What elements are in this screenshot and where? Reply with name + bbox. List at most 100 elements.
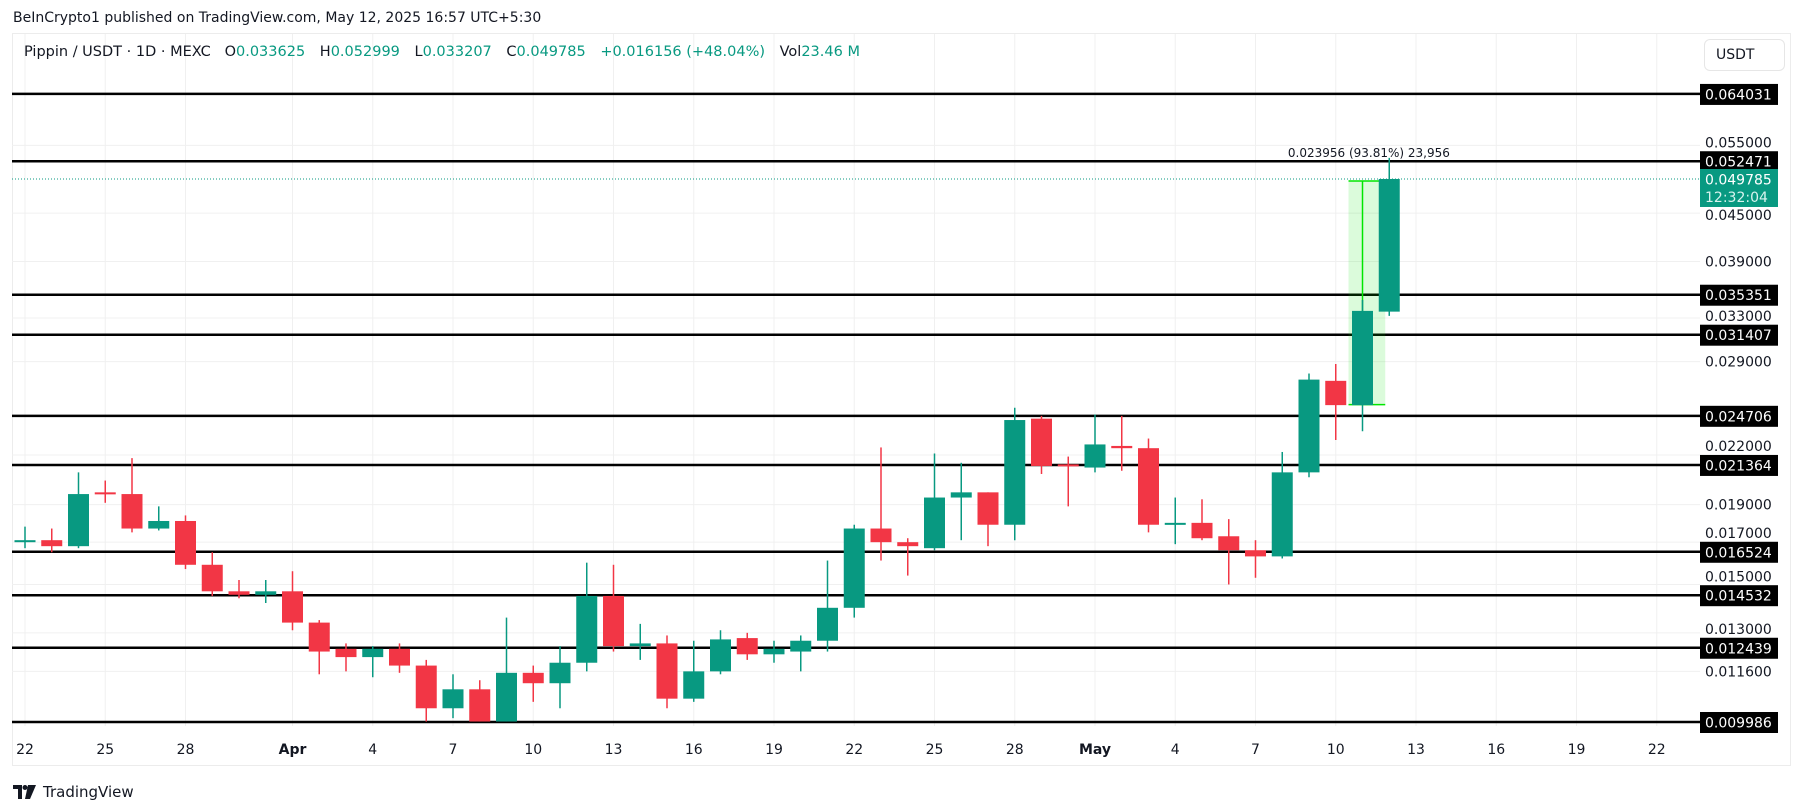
candle[interactable] <box>656 635 678 709</box>
candle[interactable] <box>442 674 464 719</box>
candle-body <box>148 520 170 529</box>
candle[interactable] <box>94 480 116 503</box>
candle[interactable] <box>924 453 945 551</box>
candle[interactable] <box>549 646 571 709</box>
candle[interactable] <box>710 630 731 675</box>
candle[interactable] <box>1378 157 1400 316</box>
candle-body <box>924 497 945 549</box>
candle[interactable] <box>1271 451 1293 559</box>
candle-body <box>308 622 330 652</box>
tradingview-logo[interactable]: TradingView <box>13 783 134 801</box>
candle-body <box>1352 310 1373 406</box>
candle[interactable] <box>228 580 250 599</box>
candle-body <box>1325 380 1347 406</box>
candle[interactable] <box>255 580 277 604</box>
candle-body <box>522 672 544 684</box>
candle[interactable] <box>1084 414 1106 473</box>
candle[interactable] <box>415 659 437 722</box>
price-tick-label: 0.019000 <box>1705 498 1772 514</box>
candle[interactable] <box>121 458 143 533</box>
candle[interactable] <box>1298 373 1320 478</box>
publish-info: BeInCrypto1 published on TradingView.com… <box>13 10 542 26</box>
candle[interactable] <box>843 524 865 618</box>
level-price-label: 0.021364 <box>1705 458 1772 474</box>
candle[interactable] <box>1352 300 1373 432</box>
level-price-label: 0.031407 <box>1705 328 1772 344</box>
date-tick-label: 28 <box>1006 742 1024 758</box>
candle[interactable] <box>736 632 758 660</box>
candle-body <box>415 665 437 709</box>
candle[interactable] <box>870 447 892 561</box>
price-tick-label: 0.011600 <box>1705 664 1772 680</box>
tradingview-logo-icon <box>13 785 36 799</box>
date-tick-label: 10 <box>524 742 542 758</box>
candle[interactable] <box>817 560 838 652</box>
candle[interactable] <box>362 646 384 678</box>
candle[interactable] <box>1057 456 1079 507</box>
level-price-tag <box>1700 637 1778 659</box>
candle[interactable] <box>1138 438 1159 533</box>
candle-body <box>41 540 63 547</box>
candle[interactable] <box>790 635 812 672</box>
symbol-name[interactable]: Pippin / USDT · 1D · MEXC <box>24 44 211 60</box>
level-price-tag <box>1700 83 1778 105</box>
candle[interactable] <box>201 552 223 596</box>
date-tick-label: 22 <box>845 742 863 758</box>
date-tick-label: 19 <box>765 742 783 758</box>
candle[interactable] <box>1218 519 1240 585</box>
date-tick-label: 13 <box>605 742 623 758</box>
currency-button[interactable]: USDT <box>1704 39 1785 71</box>
candle[interactable] <box>175 515 196 570</box>
candle[interactable] <box>522 665 544 702</box>
candle[interactable] <box>68 472 89 549</box>
candle-body <box>736 638 758 655</box>
candle[interactable] <box>683 640 705 702</box>
candle[interactable] <box>41 528 63 553</box>
level-price-tag <box>1700 284 1778 306</box>
candle[interactable] <box>1111 415 1133 471</box>
candle[interactable] <box>763 640 785 663</box>
candle[interactable] <box>1164 497 1186 545</box>
candles <box>14 157 1400 722</box>
candle[interactable] <box>1004 407 1026 541</box>
date-tick-label: 4 <box>368 742 377 758</box>
candle[interactable] <box>1325 363 1347 441</box>
candle[interactable] <box>496 617 517 722</box>
candle[interactable] <box>603 564 624 652</box>
chart-frame <box>12 33 1791 766</box>
open-label: O <box>224 44 236 60</box>
candle[interactable] <box>1031 415 1052 474</box>
candle[interactable] <box>14 526 36 549</box>
candle-body <box>1218 536 1240 551</box>
candle[interactable] <box>977 492 999 547</box>
date-tick-label: 19 <box>1568 742 1586 758</box>
candle-body <box>389 648 410 666</box>
candle[interactable] <box>389 643 410 673</box>
price-tick-label: 0.055000 <box>1705 135 1772 151</box>
candle-body <box>255 591 277 595</box>
open-value: 0.033625 <box>236 44 306 60</box>
candle[interactable] <box>576 562 598 672</box>
candle[interactable] <box>1191 499 1213 541</box>
price-tick-label: 0.029000 <box>1705 355 1772 371</box>
level-price-tag <box>1700 405 1778 427</box>
candle-body <box>1191 522 1213 539</box>
candle-body <box>175 520 196 565</box>
candle-body <box>1084 444 1106 468</box>
candle[interactable] <box>282 571 303 631</box>
candle[interactable] <box>335 643 357 672</box>
candle[interactable] <box>308 620 330 675</box>
candle[interactable] <box>950 462 972 541</box>
price-tick-label: 0.013000 <box>1705 622 1772 638</box>
candle[interactable] <box>1245 540 1266 578</box>
date-tick-label: Apr <box>279 742 307 758</box>
candle[interactable] <box>148 506 170 531</box>
current-price-label: 0.049785 <box>1705 172 1772 188</box>
candle-body <box>1111 445 1133 449</box>
price-tick-label: 0.017000 <box>1705 526 1772 542</box>
low-value: 0.033207 <box>422 44 492 60</box>
candle[interactable] <box>629 623 651 660</box>
candle[interactable] <box>469 680 491 722</box>
candle[interactable] <box>897 538 919 576</box>
